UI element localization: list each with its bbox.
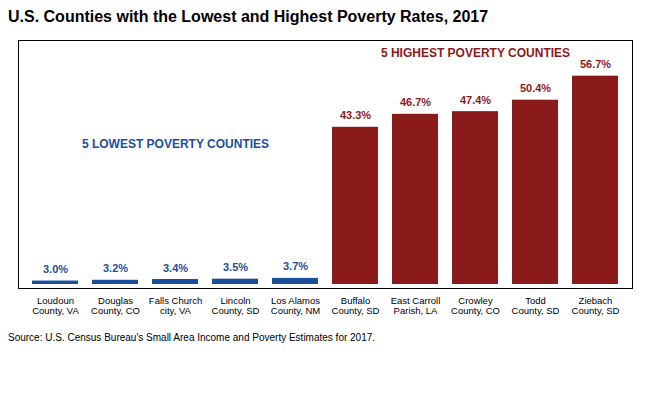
svg-text:East CarrollParish, LA: East CarrollParish, LA bbox=[391, 295, 441, 316]
svg-text:DouglasCounty, CO: DouglasCounty, CO bbox=[91, 295, 140, 316]
svg-text:LoudounCounty, VA: LoudounCounty, VA bbox=[32, 295, 79, 316]
html-text:U.S. Counties with the Lowest: U.S. Counties with the Lowest and Highes… bbox=[8, 8, 489, 25]
svg-text:3.5%: 3.5% bbox=[223, 261, 248, 273]
svg-text:ZiebachCounty, SD: ZiebachCounty, SD bbox=[572, 295, 620, 316]
svg-text:Falls Churchcity, VA: Falls Churchcity, VA bbox=[149, 295, 202, 316]
svg-text:56.7%: 56.7% bbox=[580, 58, 611, 70]
svg-text:50.4%: 50.4% bbox=[520, 82, 551, 94]
svg-text:LincolnCounty, SD: LincolnCounty, SD bbox=[212, 295, 260, 316]
html-text:Source: U.S. Census Bureau's S: Source: U.S. Census Bureau's Small Area … bbox=[8, 332, 376, 343]
svg-text:CrowleyCounty, CO: CrowleyCounty, CO bbox=[451, 295, 500, 316]
svg-text:47.4%: 47.4% bbox=[460, 94, 491, 106]
svg-text:5 HIGHEST POVERTY COUNTIES: 5 HIGHEST POVERTY COUNTIES bbox=[381, 46, 570, 60]
svg-text:3.4%: 3.4% bbox=[163, 262, 188, 274]
svg-text:3.0%: 3.0% bbox=[43, 263, 68, 275]
svg-text:3.7%: 3.7% bbox=[283, 260, 308, 272]
svg-text:ToddCounty, SD: ToddCounty, SD bbox=[512, 295, 560, 316]
svg-text:46.7%: 46.7% bbox=[400, 96, 431, 108]
svg-text:BuffaloCounty, SD: BuffaloCounty, SD bbox=[332, 295, 380, 316]
svg-text:Los AlamosCounty, NM: Los AlamosCounty, NM bbox=[271, 295, 321, 316]
svg-text:5 LOWEST POVERTY COUNTIES: 5 LOWEST POVERTY COUNTIES bbox=[82, 137, 269, 151]
svg-text:43.3%: 43.3% bbox=[340, 109, 371, 121]
svg-text:3.2%: 3.2% bbox=[103, 262, 128, 274]
